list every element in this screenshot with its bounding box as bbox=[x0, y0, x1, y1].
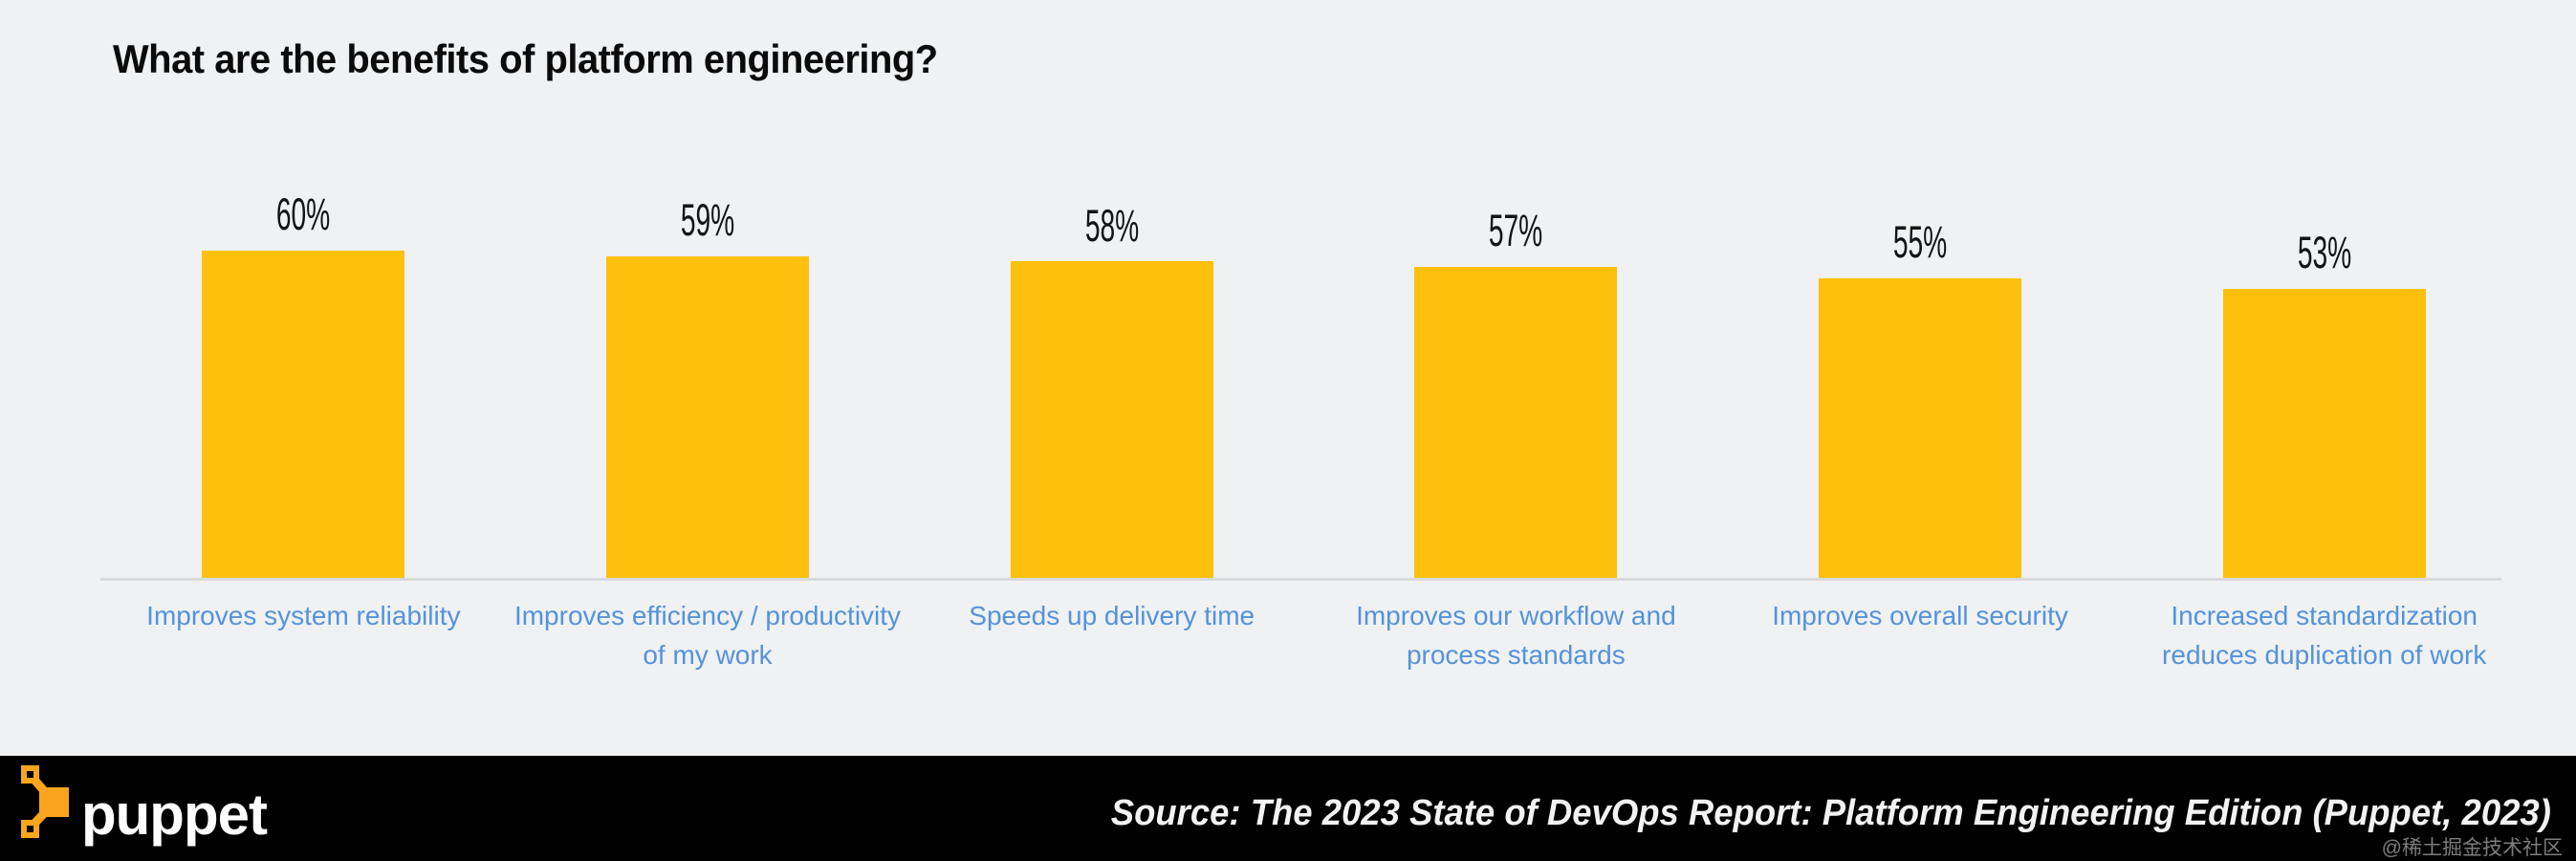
bar-value-label: 57% bbox=[1489, 205, 1543, 256]
bar-value-label: 53% bbox=[2297, 227, 2351, 278]
bar-group: 53% bbox=[2122, 0, 2526, 578]
bar-group: 55% bbox=[1718, 0, 2123, 578]
category-label: Improves our workflow and process standar… bbox=[1356, 601, 1676, 670]
bar-group: 58% bbox=[909, 0, 1314, 578]
bar bbox=[1414, 267, 1618, 578]
footer-bar: puppet Source: The 2023 State of DevOps … bbox=[0, 756, 2576, 861]
bar bbox=[1010, 261, 1213, 578]
bar-value-label: 60% bbox=[276, 188, 331, 240]
watermark-text: @稀土掘金技术社区 bbox=[2381, 837, 2563, 859]
category-label: Improves overall security bbox=[1772, 601, 2068, 630]
bar-group: 57% bbox=[1314, 0, 1718, 578]
bar-value-label: 59% bbox=[680, 194, 735, 246]
bar bbox=[2222, 288, 2426, 578]
category-labels-row: Improves system reliability Improves effi… bbox=[101, 597, 2526, 674]
bar bbox=[606, 255, 809, 578]
category-label: Improves efficiency / productivity of my … bbox=[513, 601, 902, 670]
bar-group: 59% bbox=[506, 0, 910, 578]
bar-group: 60% bbox=[101, 0, 506, 578]
chart-title: What are the benefits of platform engine… bbox=[113, 36, 938, 81]
bar bbox=[202, 251, 405, 578]
category-label: Increased standardization reduces duplica… bbox=[2162, 601, 2487, 670]
puppet-wordmark: puppet bbox=[81, 783, 268, 847]
x-axis-line bbox=[100, 578, 2501, 581]
puppet-brand: puppet bbox=[21, 765, 268, 847]
bar-value-label: 55% bbox=[1892, 215, 1948, 267]
source-text: Source: The 2023 State of DevOps Report:… bbox=[1110, 792, 2551, 833]
category-label: Improves system reliability bbox=[146, 601, 461, 630]
bar-chart: 60% 59% 58% 57% 55% 53% Improves system relia… bbox=[101, 0, 2526, 861]
bar bbox=[1819, 277, 2022, 578]
bars-area: 60% 59% 58% 57% 55% 53% bbox=[101, 0, 2526, 578]
puppet-logo-icon bbox=[21, 765, 69, 838]
bar-value-label: 58% bbox=[1084, 199, 1139, 251]
category-label: Speeds up delivery time bbox=[969, 601, 1255, 630]
